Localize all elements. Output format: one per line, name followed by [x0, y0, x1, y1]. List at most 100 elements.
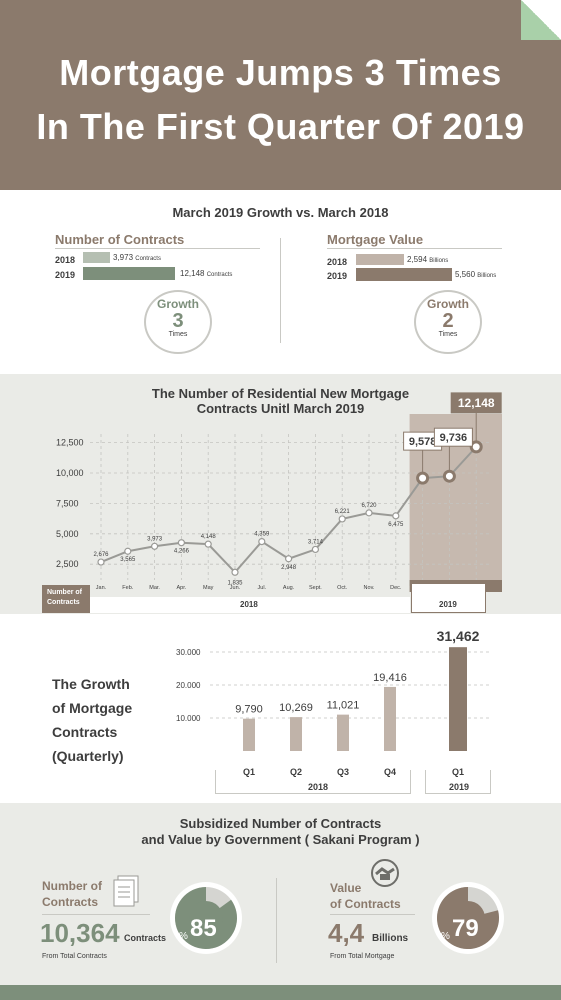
- badge-value: 3: [172, 310, 184, 332]
- data-point: [285, 555, 293, 563]
- x-tick-label: Feb.: [122, 585, 133, 591]
- document-icon: [112, 874, 142, 910]
- x-tick-label: Q1: [452, 767, 464, 777]
- data-label: 3,565: [120, 557, 136, 563]
- data-label: 12,148: [458, 396, 495, 410]
- x-tick-label: May: [203, 585, 214, 591]
- section-divider: [280, 238, 281, 343]
- data-point: [392, 512, 400, 520]
- contracts-label: Number of Contracts: [55, 232, 185, 247]
- bar-title-line: Contracts: [52, 724, 118, 740]
- row-label-2: Contracts: [47, 599, 80, 606]
- sakani-right-unit: Billions: [372, 933, 409, 944]
- year-bracket-2019: [425, 770, 491, 794]
- x-tick-label: Nov.: [364, 585, 375, 591]
- data-point: [338, 515, 346, 523]
- data-label: 9,736: [440, 432, 468, 444]
- value-label: Mortgage Value: [327, 232, 424, 247]
- sakani-left-label-2: Contracts: [42, 895, 99, 909]
- data-label: 6,720: [361, 503, 377, 509]
- section-divider: [276, 878, 277, 963]
- year-label-2019: 2019: [439, 600, 457, 609]
- line-chart: 2,500 5,000 7,500 10,000 12,500 Jan. Feb. Mar.…: [56, 392, 502, 592]
- value-bar-2019: [356, 268, 452, 281]
- data-label: 6,221: [335, 509, 351, 515]
- data-point: [365, 509, 373, 517]
- year-label-2018: 2018: [240, 600, 258, 609]
- data-label: 9,790: [235, 704, 263, 716]
- y-tick-label: 10.000: [176, 714, 201, 723]
- x-tick-label: Q3: [337, 767, 349, 777]
- sakani-left-unit: Contracts: [124, 933, 167, 943]
- data-label: 31,462: [437, 628, 480, 644]
- row-label-1: Number of: [47, 589, 82, 596]
- y-tick-label: 30.000: [176, 648, 201, 657]
- sakani-right-note: From Total Mortgage: [330, 953, 395, 960]
- sakani-left-note: From Total Contracts: [42, 953, 107, 960]
- data-label: 2,948: [281, 565, 297, 571]
- data-label: 4,148: [201, 534, 217, 540]
- data-label: 4,266: [174, 549, 190, 555]
- value-value-2019: 5,560: [455, 270, 476, 279]
- contracts-growth-badge: Growth 3 Times: [144, 290, 212, 354]
- y-tick-label: 20.000: [176, 681, 201, 690]
- line-chart-title-1: The Number of Residential New Mortgage: [151, 386, 410, 401]
- bar: [449, 647, 467, 751]
- bar: [337, 714, 349, 751]
- divider: [55, 248, 260, 249]
- growth-section-title: March 2019 Growth vs. March 2018: [172, 205, 389, 220]
- data-point: [231, 568, 239, 576]
- year-bar-2018: [90, 597, 410, 613]
- year-box-2019: [411, 583, 486, 613]
- data-label: 2,676: [93, 552, 109, 558]
- sakani-left-label-1: Number of: [42, 879, 102, 893]
- data-point: [97, 558, 105, 566]
- value-unit-2018: Billions: [429, 258, 449, 264]
- contracts-value-2019: 12,148: [180, 269, 205, 278]
- data-point: [151, 542, 159, 550]
- year-bracket-2018: [215, 770, 411, 794]
- badge-unit: Times: [168, 331, 188, 338]
- data-label: 6,475: [388, 522, 404, 528]
- contracts-unit-2018: Contracts: [135, 256, 161, 262]
- bar-title-line: The Growth: [52, 676, 130, 692]
- badge-value: 2: [442, 310, 454, 332]
- line-chart-title-2: Contracts Unitl March 2019: [196, 401, 365, 416]
- data-label: 3,714: [308, 539, 324, 545]
- sakani-left-donut: [170, 882, 242, 954]
- data-label: 19,416: [373, 672, 407, 684]
- value-unit-2019: Billions: [477, 273, 497, 279]
- data-label: 4,359: [254, 532, 270, 538]
- data-label: 1,835: [227, 580, 243, 586]
- callout-box: [450, 392, 502, 414]
- data-label: 11,021: [327, 700, 360, 712]
- contracts-value-2018: 3,973: [113, 253, 134, 262]
- x-tick-label: Aug.: [283, 585, 295, 591]
- data-point: [469, 440, 483, 454]
- bar: [290, 717, 302, 751]
- page-title-line2: In The First Quarter Of 2019: [36, 106, 525, 147]
- value-bar-2018: [356, 254, 404, 265]
- contracts-bar-2019: [83, 267, 175, 280]
- data-label: 10,269: [279, 702, 313, 714]
- x-tick-label: Jul.: [258, 585, 267, 591]
- callout-box: [433, 427, 473, 447]
- bar-chart-title: The Growth of Mortgage Contracts (Quarte…: [52, 672, 132, 768]
- row-label-box: [42, 585, 90, 613]
- data-point: [442, 469, 456, 483]
- x-tick-label: Q1: [243, 767, 255, 777]
- contracts-year-2019: 2019: [55, 270, 76, 280]
- x-tick-label: Q2: [290, 767, 302, 777]
- contracts-bar-2018: [83, 252, 110, 263]
- sakani-right-donut: [432, 882, 504, 954]
- sakani-left-value: 10,364: [40, 918, 120, 948]
- divider: [330, 914, 415, 915]
- data-point: [258, 537, 266, 546]
- sakani-right-pct: 79: [452, 915, 479, 942]
- x-tick-label: Jan.: [96, 585, 107, 591]
- y-tick-label: 2,500: [56, 559, 79, 569]
- sakani-left-pct-symbol: %: [179, 931, 188, 942]
- page-fold: [521, 0, 561, 40]
- x-tick-label: Dec.: [390, 585, 402, 591]
- divider: [42, 914, 150, 915]
